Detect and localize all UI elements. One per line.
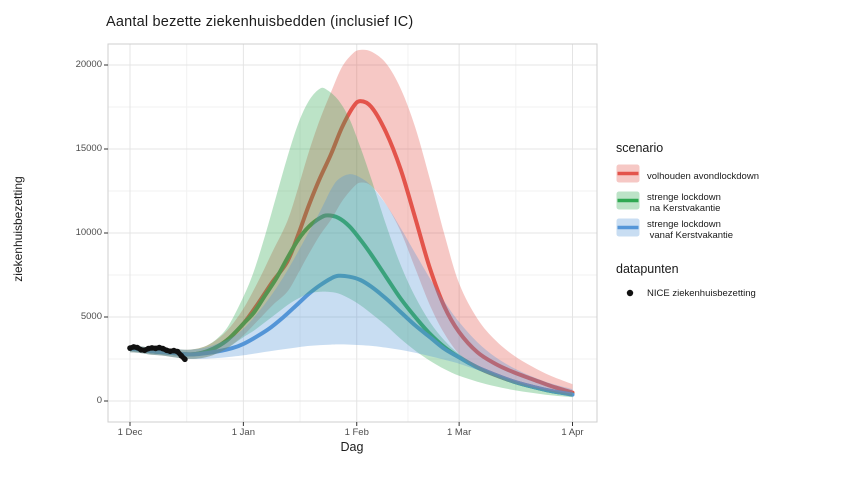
legend-scenario-items: volhouden avondlockdown strenge lockdown …	[616, 164, 841, 242]
chart-title: Aantal bezette ziekenhuisbedden (inclusi…	[106, 14, 414, 30]
legend-datapoints-label: NICE ziekenhuisbezetting	[647, 287, 756, 299]
points-layer	[127, 344, 188, 363]
legend-key-swatch-red	[616, 164, 640, 188]
legend-scenario-item: volhouden avondlockdown	[616, 164, 841, 188]
x-tick-label: 1 Jan	[231, 427, 255, 438]
y-tick-label: 20000	[75, 59, 102, 70]
legend-scenario-item: strenge lockdown na Kerstvakantie	[616, 191, 841, 215]
legend-gap	[616, 245, 841, 262]
legend-panel: scenario volhouden avondlockdown strenge …	[616, 141, 841, 304]
legend-datapoints-title: datapunten	[616, 262, 679, 276]
nice-datapoint	[182, 356, 188, 363]
nice-datapoint	[174, 348, 181, 355]
legend-scenario-title: scenario	[616, 141, 664, 155]
legend-scenario-label: strenge lockdown vanaf Kerstvakantie	[647, 219, 734, 241]
x-axis-title: Dag	[340, 440, 364, 454]
y-tick-label: 10000	[75, 227, 102, 238]
x-tick-label: 1 Feb	[344, 427, 369, 438]
legend-scenario-label: strenge lockdown na Kerstvakantie	[647, 192, 721, 214]
legend-key-swatch-blue	[616, 218, 640, 242]
y-tick-label: 0	[96, 395, 102, 406]
scenario-ribbon-green	[130, 87, 573, 398]
y-tick-label: 5000	[80, 311, 102, 322]
nice-datapoint	[178, 352, 184, 359]
scenario-ribbon-red	[130, 49, 573, 397]
scenario-line-blue	[128, 273, 575, 397]
legend-key-swatch-green	[616, 191, 640, 215]
tick-marks-layer	[104, 64, 573, 426]
x-tick-label: 1 Dec	[117, 427, 143, 438]
legend-datapoints-item: NICE ziekenhuisbezetting	[616, 285, 841, 301]
ribbons-layer	[130, 49, 573, 398]
lines-layer	[128, 99, 575, 397]
plot-layer	[127, 49, 575, 398]
legend-scenario-item: strenge lockdown vanaf Kerstvakantie	[616, 218, 841, 242]
legend-scenario-label: volhouden avondlockdown	[647, 170, 759, 182]
datapoint-key-icon	[616, 285, 640, 301]
x-tick-label: 1 Mar	[446, 427, 472, 438]
scenario-ribbon-blue	[130, 174, 573, 397]
y-tick-label: 15000	[75, 143, 102, 154]
x-tick-label: 1 Apr	[561, 427, 584, 438]
